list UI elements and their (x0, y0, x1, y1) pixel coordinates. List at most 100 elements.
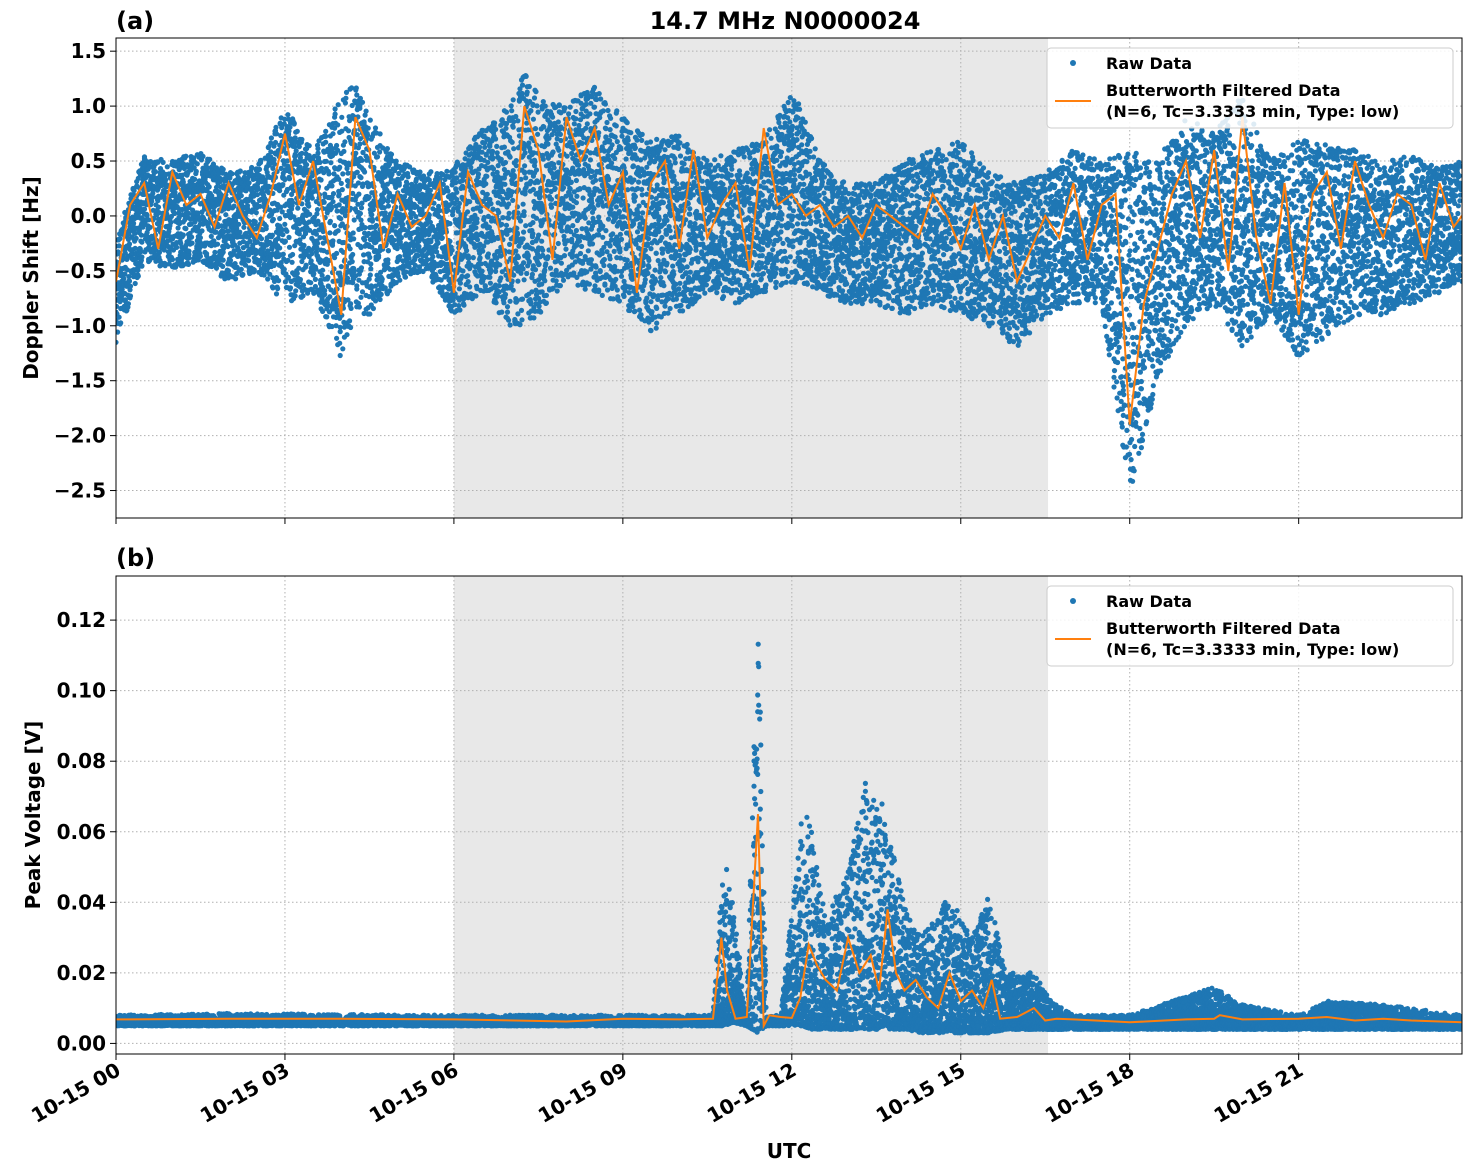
raw-data-point (607, 256, 613, 262)
raw-data-point (570, 204, 576, 210)
raw-data-point (573, 108, 579, 115)
raw-data-point (336, 191, 342, 197)
raw-data-point (526, 259, 532, 265)
raw-data-point (376, 253, 382, 259)
raw-data-point (569, 236, 575, 242)
raw-data-point (585, 248, 591, 254)
raw-data-point (556, 102, 562, 109)
raw-data-point (605, 177, 612, 183)
raw-data-point (197, 235, 203, 241)
raw-data-point (150, 190, 156, 196)
raw-data-point (530, 116, 537, 122)
raw-data-point (520, 266, 526, 272)
raw-data-point (199, 228, 205, 234)
raw-data-point (206, 184, 212, 190)
raw-data-point (337, 164, 343, 170)
raw-data-point (444, 168, 450, 174)
raw-data-point (178, 240, 184, 246)
raw-data-point (523, 223, 529, 229)
raw-data-point (269, 232, 275, 238)
raw-data-point (340, 346, 346, 352)
raw-data-point (286, 234, 292, 240)
raw-data-point (564, 153, 570, 159)
raw-data-point (613, 123, 619, 129)
raw-data-point (121, 276, 127, 282)
raw-data-point (122, 271, 128, 277)
raw-data-point (303, 262, 309, 268)
raw-data-point (519, 82, 526, 88)
raw-data-point (277, 188, 283, 194)
raw-data-point (467, 284, 473, 290)
raw-data-point (367, 272, 373, 278)
raw-data-point (509, 108, 515, 114)
raw-data-point (334, 142, 340, 149)
raw-data-point (338, 264, 344, 270)
raw-data-point (326, 171, 332, 177)
raw-data-point (616, 208, 623, 215)
raw-data-point (510, 168, 516, 174)
raw-data-point (465, 279, 471, 285)
raw-data-point (477, 255, 483, 261)
raw-data-point (317, 159, 323, 165)
raw-data-point (543, 300, 550, 306)
raw-data-point (369, 216, 375, 222)
raw-data-point (351, 217, 357, 223)
raw-data-point (337, 329, 343, 335)
raw-data-point (362, 225, 368, 231)
raw-data-point (519, 317, 525, 323)
raw-data-point (526, 140, 532, 146)
raw-data-point (586, 281, 593, 287)
raw-data-point (498, 275, 504, 281)
raw-data-point (253, 210, 259, 216)
raw-data-point (183, 226, 189, 232)
raw-data-point (256, 166, 263, 172)
raw-data-point (281, 266, 287, 272)
raw-data-point (342, 100, 348, 106)
raw-data-point (608, 206, 614, 212)
raw-data-point (284, 228, 290, 234)
raw-data-point (339, 114, 345, 120)
raw-data-point (207, 156, 213, 162)
raw-data-point (252, 219, 258, 225)
raw-data-point (351, 236, 357, 242)
raw-data-point (490, 155, 496, 161)
raw-data-point (467, 199, 473, 205)
raw-data-point (372, 125, 379, 131)
raw-data-point (335, 102, 341, 108)
raw-data-point (238, 266, 244, 272)
raw-data-point (363, 108, 369, 114)
raw-data-point (330, 131, 336, 137)
raw-data-point (270, 216, 276, 222)
raw-data-point (356, 304, 362, 310)
raw-data-point (280, 182, 286, 188)
raw-data-point (466, 255, 472, 261)
raw-data-point (358, 294, 364, 300)
raw-data-point (591, 104, 598, 110)
raw-data-point (482, 144, 488, 150)
raw-data-point (589, 241, 596, 247)
raw-data-point (277, 245, 283, 251)
raw-data-point (601, 262, 607, 269)
raw-data-point (188, 216, 194, 222)
raw-data-point (555, 119, 561, 125)
raw-data-point (358, 175, 364, 181)
raw-data-point (517, 321, 523, 328)
raw-data-point (596, 91, 602, 97)
raw-data-point (614, 287, 620, 293)
raw-data-point (147, 241, 153, 247)
raw-data-point (338, 180, 344, 186)
raw-data-point (609, 160, 615, 166)
raw-data-point (358, 265, 365, 271)
raw-data-point (542, 278, 548, 284)
raw-data-point (492, 120, 498, 126)
raw-data-point (558, 260, 565, 266)
raw-data-point (521, 212, 527, 219)
raw-data-point (413, 214, 419, 220)
raw-data-point (583, 101, 589, 107)
raw-data-point (519, 296, 526, 302)
raw-data-point (450, 297, 456, 303)
raw-data-point (292, 135, 298, 141)
raw-data-point (456, 200, 462, 207)
raw-data-point (445, 207, 451, 213)
raw-data-point (233, 276, 239, 282)
